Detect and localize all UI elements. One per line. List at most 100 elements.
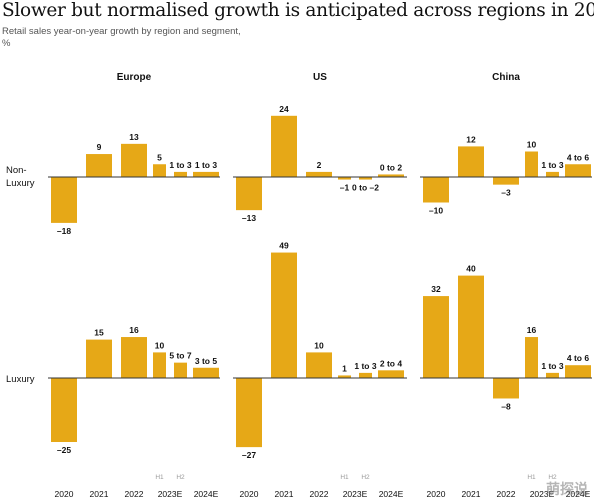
x-tick-label: 2023E — [343, 489, 368, 499]
region-title: US — [313, 72, 327, 83]
subtitle-text: Retail sales year-on-year growth by regi… — [2, 26, 241, 37]
data-label: 13 — [129, 132, 139, 142]
data-label: 24 — [279, 104, 289, 114]
x-tick-label: 2022 — [497, 489, 516, 499]
data-label: 15 — [94, 328, 104, 338]
bar — [306, 352, 332, 378]
bar — [458, 275, 484, 378]
bar — [359, 177, 372, 180]
data-label: 3 to 5 — [195, 356, 217, 366]
x-tick-label: 2021 — [462, 489, 481, 499]
bar — [525, 337, 538, 378]
chart-title: Slower but normalised growth is anticipa… — [2, 0, 594, 21]
data-label: 1 to 3 — [195, 160, 217, 170]
bar — [525, 151, 538, 177]
bar — [546, 171, 559, 177]
data-label: 2 to 4 — [380, 358, 402, 368]
bar — [86, 339, 112, 378]
x-tick-label: 2020 — [427, 489, 446, 499]
bar — [121, 337, 147, 378]
data-label: 10 — [314, 340, 324, 350]
bar — [378, 174, 404, 177]
period-label-h1: H1 — [340, 474, 349, 481]
data-label: 49 — [279, 241, 289, 251]
data-label: 40 — [466, 264, 476, 274]
bar — [86, 154, 112, 177]
x-tick-label: 2022 — [310, 489, 329, 499]
data-label: –10 — [429, 206, 443, 216]
row-label-non-luxury: Non- — [6, 165, 27, 176]
x-tick-label: 2021 — [90, 489, 109, 499]
bar — [174, 171, 187, 177]
period-label-h2: H2 — [548, 474, 557, 481]
bar — [359, 372, 372, 378]
x-tick-label: 2023E — [530, 489, 555, 499]
data-label: 5 — [157, 152, 162, 162]
bar — [153, 352, 166, 378]
data-label: 4 to 6 — [567, 353, 589, 363]
bar — [423, 296, 449, 378]
data-label: 1 to 3 — [354, 361, 376, 371]
bar — [458, 146, 484, 177]
bar — [193, 171, 219, 177]
data-label: 16 — [129, 325, 139, 335]
unit-label: % — [2, 38, 11, 49]
data-label: 1 — [342, 363, 347, 373]
data-label: 10 — [527, 140, 537, 150]
bar — [51, 177, 77, 223]
data-label: 0 to 2 — [380, 162, 402, 172]
bar — [306, 171, 332, 177]
data-label: 4 to 6 — [567, 152, 589, 162]
data-label: 12 — [466, 134, 476, 144]
data-label: 1 to 3 — [541, 361, 563, 371]
bar — [493, 177, 519, 185]
period-label-h1: H1 — [155, 474, 164, 481]
x-tick-label: 2021 — [275, 489, 294, 499]
data-label: –27 — [242, 450, 256, 460]
data-label: –25 — [57, 445, 71, 455]
data-label: 16 — [527, 325, 537, 335]
x-tick-label: 2020 — [55, 489, 74, 499]
x-tick-label: 2022 — [125, 489, 144, 499]
region-title: Europe — [117, 72, 152, 83]
bar — [174, 362, 187, 378]
x-tick-label: 2020 — [240, 489, 259, 499]
bar — [271, 252, 297, 378]
data-label: 2 — [317, 160, 322, 170]
data-label: 5 to 7 — [169, 351, 191, 361]
bar — [236, 177, 262, 211]
bar — [493, 378, 519, 399]
bar — [236, 378, 262, 448]
data-label: –8 — [501, 401, 511, 411]
bar — [423, 177, 449, 203]
chart-subtitle: Retail sales year-on-year growth by regi… — [2, 26, 241, 50]
data-label: –3 — [501, 188, 511, 198]
data-label: 1 to 3 — [169, 160, 191, 170]
row-label-luxury: Luxury — [6, 374, 35, 385]
bar — [565, 365, 591, 378]
watermark: 萌探说 — [546, 481, 588, 497]
period-label-h2: H2 — [176, 474, 185, 481]
data-label: 32 — [431, 284, 441, 294]
bar — [546, 372, 559, 378]
data-label: 0 to –2 — [352, 183, 379, 193]
bar — [193, 367, 219, 378]
bar — [565, 164, 591, 177]
period-label-h1: H1 — [527, 474, 536, 481]
data-label: –18 — [57, 226, 71, 236]
bar — [338, 375, 351, 378]
period-label-h2: H2 — [361, 474, 370, 481]
data-label: 9 — [97, 142, 102, 152]
data-label: 1 to 3 — [541, 160, 563, 170]
bar — [338, 177, 351, 180]
bar — [121, 143, 147, 177]
data-label: –1 — [340, 183, 350, 193]
data-label: –13 — [242, 213, 256, 223]
row-label-non-luxury: Luxury — [6, 178, 35, 189]
data-label: 10 — [155, 340, 165, 350]
bar — [51, 378, 77, 442]
region-title: China — [492, 72, 520, 83]
bar — [271, 115, 297, 177]
x-tick-label: 2024E — [194, 489, 219, 499]
